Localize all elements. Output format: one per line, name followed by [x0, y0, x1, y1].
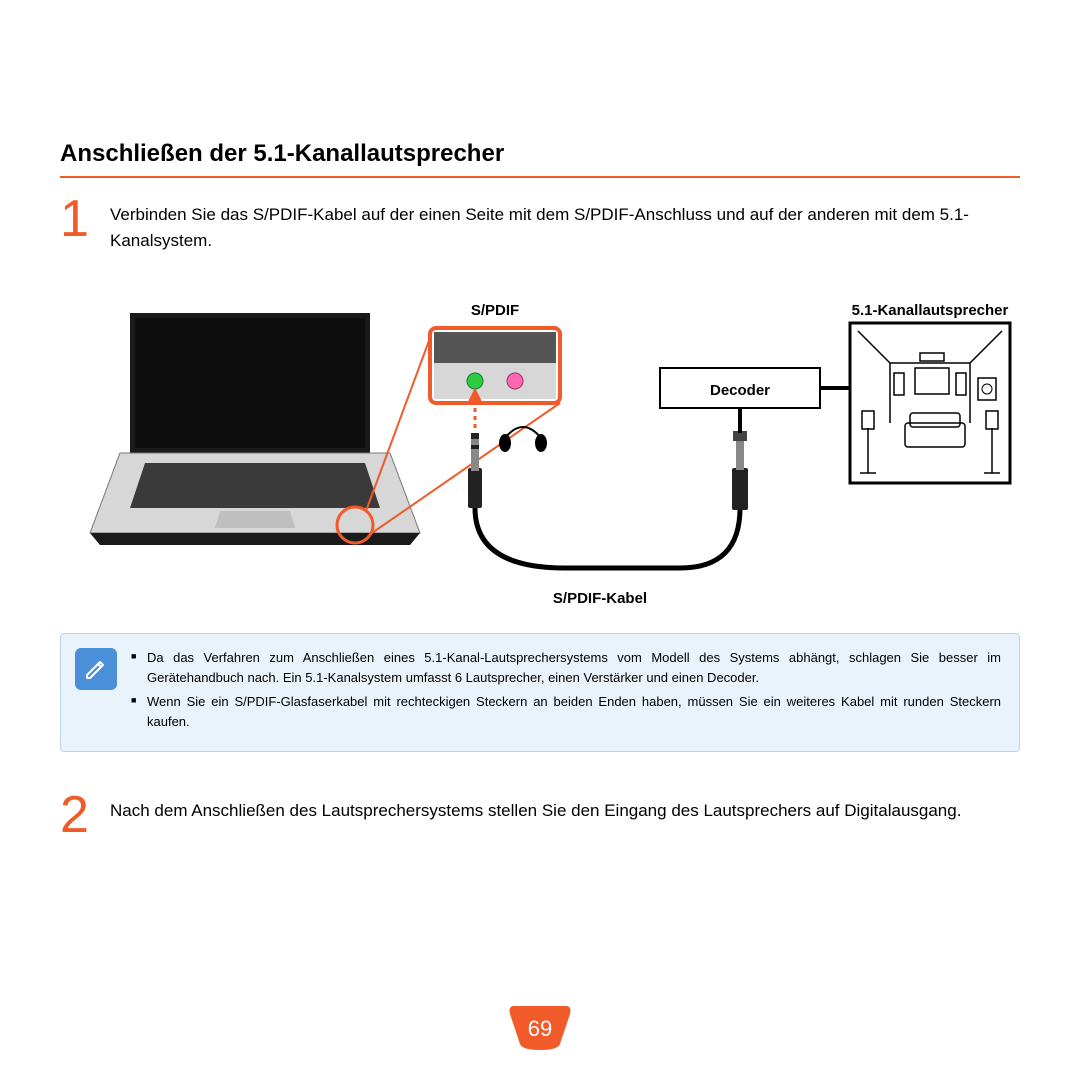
step-number-1: 1	[60, 196, 110, 243]
note-item: Wenn Sie ein S/PDIF-Glasfaserkabel mit r…	[131, 692, 1001, 732]
spdif-jack-right-icon	[732, 431, 748, 510]
note-list: Da das Verfahren zum Anschließen eines 5…	[131, 648, 1001, 733]
spdif-jack-left-icon	[468, 433, 482, 508]
step-number-2: 2	[60, 792, 110, 839]
headphone-icon	[500, 427, 546, 451]
speaker-room-icon	[850, 323, 1010, 483]
note-item: Da das Verfahren zum Anschließen eines 5…	[131, 648, 1001, 688]
laptop-icon	[90, 313, 420, 545]
label-cable: S/PDIF-Kabel	[553, 590, 647, 607]
label-speakers: 5.1-Kanallautsprecher	[852, 302, 1009, 319]
section-title: Anschließen der 5.1-Kanallautsprecher	[60, 140, 1020, 168]
step-text-1: Verbinden Sie das S/PDIF-Kabel auf der e…	[110, 196, 1020, 253]
info-note: Da das Verfahren zum Anschließen eines 5…	[60, 633, 1020, 752]
page-number-badge: 69	[508, 1006, 572, 1050]
step-2: 2 Nach dem Anschließen des Lautsprechers…	[60, 792, 1020, 839]
step-text-2: Nach dem Anschließen des Lautsprechersys…	[110, 792, 961, 824]
page-number: 69	[528, 1016, 552, 1041]
connection-diagram: S/PDIF 5.1-Kanallautsprecher Decoder S/P…	[60, 273, 1020, 613]
label-decoder: Decoder	[710, 382, 770, 399]
spdif-port-callout	[430, 328, 560, 428]
step-1: 1 Verbinden Sie das S/PDIF-Kabel auf der…	[60, 196, 1020, 253]
label-spdif: S/PDIF	[471, 302, 519, 319]
title-rule	[60, 176, 1020, 178]
pencil-icon	[75, 648, 117, 690]
